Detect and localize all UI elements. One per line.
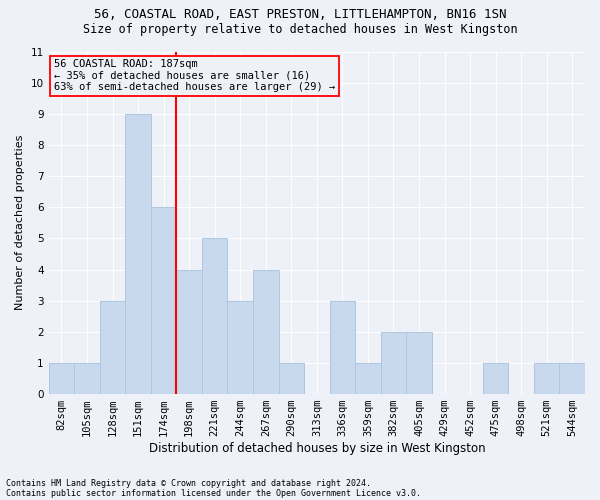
Bar <box>278 363 304 394</box>
Text: Size of property relative to detached houses in West Kingston: Size of property relative to detached ho… <box>83 22 517 36</box>
Bar <box>483 363 508 394</box>
X-axis label: Distribution of detached houses by size in West Kingston: Distribution of detached houses by size … <box>149 442 485 455</box>
Bar <box>534 363 559 394</box>
Bar <box>329 300 355 394</box>
Bar <box>253 270 278 394</box>
Bar <box>355 363 380 394</box>
Bar <box>49 363 74 394</box>
Bar <box>125 114 151 394</box>
Bar <box>151 207 176 394</box>
Text: 56, COASTAL ROAD, EAST PRESTON, LITTLEHAMPTON, BN16 1SN: 56, COASTAL ROAD, EAST PRESTON, LITTLEHA… <box>94 8 506 20</box>
Text: 56 COASTAL ROAD: 187sqm
← 35% of detached houses are smaller (16)
63% of semi-de: 56 COASTAL ROAD: 187sqm ← 35% of detache… <box>54 60 335 92</box>
Bar <box>74 363 100 394</box>
Bar <box>559 363 585 394</box>
Bar <box>380 332 406 394</box>
Text: Contains HM Land Registry data © Crown copyright and database right 2024.: Contains HM Land Registry data © Crown c… <box>6 478 371 488</box>
Bar <box>202 238 227 394</box>
Y-axis label: Number of detached properties: Number of detached properties <box>15 135 25 310</box>
Text: Contains public sector information licensed under the Open Government Licence v3: Contains public sector information licen… <box>6 488 421 498</box>
Bar <box>176 270 202 394</box>
Bar <box>227 300 253 394</box>
Bar <box>100 300 125 394</box>
Bar <box>406 332 432 394</box>
